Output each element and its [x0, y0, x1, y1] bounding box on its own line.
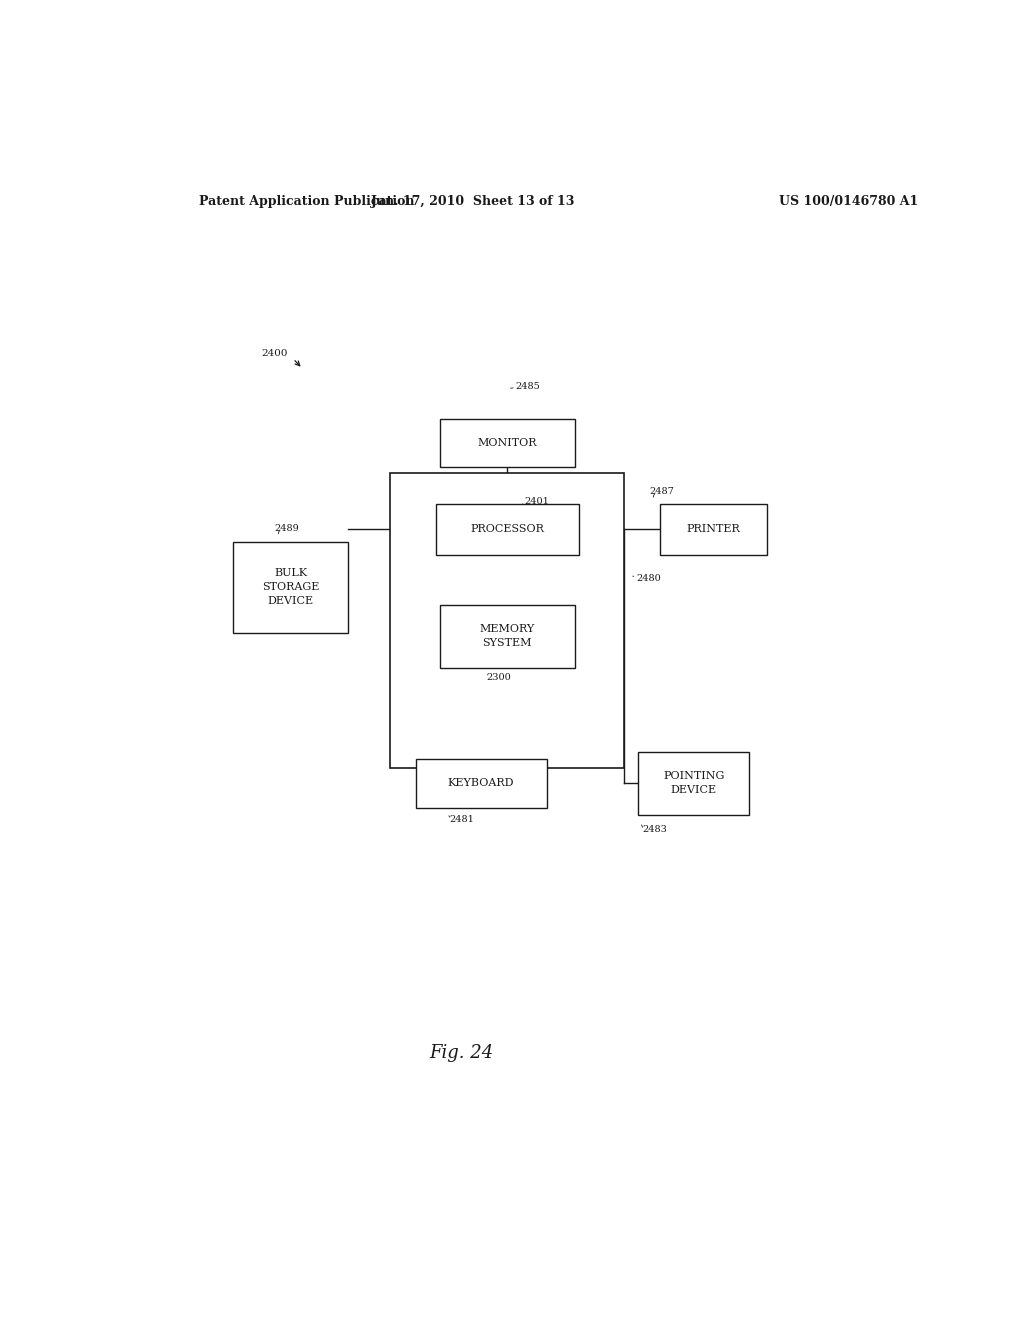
Text: 2485: 2485	[515, 381, 540, 391]
Text: 2481: 2481	[450, 814, 474, 824]
Text: PRINTER: PRINTER	[687, 524, 740, 535]
Bar	[233, 541, 348, 634]
Bar	[660, 504, 767, 554]
Text: Jun. 17, 2010  Sheet 13 of 13: Jun. 17, 2010 Sheet 13 of 13	[371, 194, 575, 207]
Text: 2300: 2300	[486, 673, 511, 682]
Text: POINTING
DEVICE: POINTING DEVICE	[664, 771, 725, 796]
Text: 2400: 2400	[261, 348, 288, 358]
Bar	[638, 752, 750, 814]
Text: MONITOR: MONITOR	[477, 438, 538, 447]
Bar	[436, 504, 579, 554]
Text: PROCESSOR: PROCESSOR	[470, 524, 545, 535]
Text: BULK
STORAGE
DEVICE: BULK STORAGE DEVICE	[262, 569, 319, 606]
Bar	[416, 759, 547, 808]
Bar	[440, 418, 574, 467]
Text: 2401: 2401	[524, 498, 550, 507]
Text: Fig. 24: Fig. 24	[430, 1044, 494, 1061]
Text: 2489: 2489	[274, 524, 300, 533]
Text: KEYBOARD: KEYBOARD	[447, 779, 514, 788]
Bar	[440, 605, 574, 668]
Text: MEMORY
SYSTEM: MEMORY SYSTEM	[479, 624, 535, 648]
Text: 2483: 2483	[642, 825, 667, 834]
Text: US 100/0146780 A1: US 100/0146780 A1	[778, 194, 918, 207]
Text: 2487: 2487	[649, 487, 674, 496]
Text: 2480: 2480	[636, 574, 660, 582]
Text: Patent Application Publication: Patent Application Publication	[200, 194, 415, 207]
Bar	[390, 474, 625, 768]
